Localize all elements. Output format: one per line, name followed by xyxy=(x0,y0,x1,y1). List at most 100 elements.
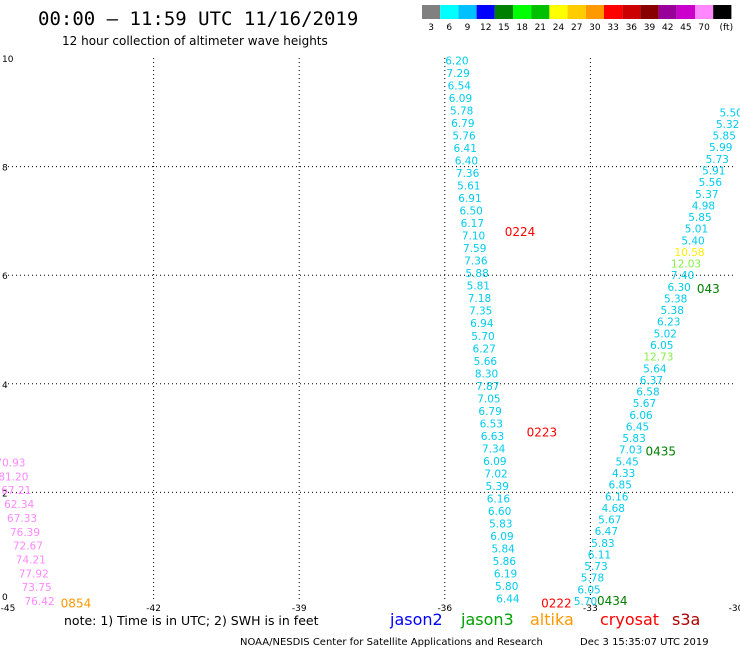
wave-height-value: 6.16 xyxy=(487,493,511,505)
pass-time-label: 0223 xyxy=(527,426,558,440)
wave-height-value: 5.80 xyxy=(495,581,518,593)
scale-label: 21 xyxy=(535,23,546,33)
scale-label: 18 xyxy=(516,23,528,33)
scale-swatch xyxy=(658,5,677,19)
wave-height-value: 6.06 xyxy=(629,410,653,422)
scale-swatch xyxy=(440,5,459,19)
scale-swatch xyxy=(713,5,732,19)
wave-height-value: 76.39 xyxy=(10,527,40,539)
scale-swatch xyxy=(531,5,550,19)
wave-height-value: 7.59 xyxy=(463,243,486,255)
scale-swatch xyxy=(476,5,495,19)
wave-height-value: 7.34 xyxy=(482,443,506,455)
wave-height-value: 73.75 xyxy=(22,582,52,594)
timestamp-text: Dec 3 15:35:07 UTC 2019 xyxy=(580,637,709,648)
page-title: 00:00 – 11:59 UTC 11/16/2019 xyxy=(38,8,358,30)
scale-swatch xyxy=(585,5,604,19)
wave-height-value: 67.21 xyxy=(1,485,31,497)
scale-swatch xyxy=(676,5,695,19)
wave-height-value: 6.79 xyxy=(451,118,474,130)
wave-height-value: 77.92 xyxy=(19,568,49,580)
wave-height-value: 6.41 xyxy=(454,143,477,155)
wave-height-value: 6.60 xyxy=(488,506,511,518)
scale-swatch xyxy=(695,5,714,19)
color-scale: 3 6 9 12 15 18 21 24 27 30 33 36 39 42 45 70 (ft) xyxy=(422,5,733,33)
scale-swatch xyxy=(549,5,568,19)
x-tick-label: -45 xyxy=(1,604,16,614)
wave-height-value: 6.09 xyxy=(490,531,513,543)
scale-label: 27 xyxy=(571,23,582,33)
legend-item-altika: altika xyxy=(530,610,574,629)
scale-label: 33 xyxy=(607,23,618,33)
scale-swatch xyxy=(604,5,623,19)
wave-height-value: 5.84 xyxy=(491,543,515,555)
wave-height-value: 12.73 xyxy=(643,352,673,364)
wave-height-value: 6.58 xyxy=(636,387,659,399)
scale-label: 36 xyxy=(626,23,638,33)
wave-height-value: 5.86 xyxy=(493,556,517,568)
wave-height-value: 5.91 xyxy=(702,165,725,177)
wave-height-value: 6.91 xyxy=(458,193,481,205)
wave-height-value: 81.20 xyxy=(0,471,28,483)
wave-height-value: 62.34 xyxy=(4,499,34,511)
wave-height-value: 7.87 xyxy=(476,381,499,393)
wave-height-value: 8.30 xyxy=(475,368,498,380)
scale-swatch xyxy=(567,5,586,19)
wave-height-value: 5.83 xyxy=(622,433,645,445)
x-tick-label: -36 xyxy=(437,604,452,614)
scale-swatch xyxy=(513,5,532,19)
y-tick-label: 6 xyxy=(2,272,8,282)
wave-height-value: 74.21 xyxy=(16,554,46,566)
scale-label: 15 xyxy=(498,23,509,33)
wave-height-value: 6.30 xyxy=(667,282,690,294)
wave-height-value: 5.70 xyxy=(471,331,494,343)
wave-height-value: 5.56 xyxy=(699,177,723,189)
wave-height-value: 6.94 xyxy=(470,318,494,330)
scale-swatch xyxy=(622,5,641,19)
wave-height-value: 67.33 xyxy=(7,513,37,525)
wave-height-value: 5.61 xyxy=(457,181,480,193)
scale-swatch xyxy=(494,5,513,19)
scale-label: 9 xyxy=(465,23,471,33)
wave-height-value: 6.79 xyxy=(478,406,501,418)
scale-label: (ft) xyxy=(720,23,734,33)
wave-height-value: 5.01 xyxy=(685,224,708,236)
scale-label: 24 xyxy=(553,23,565,33)
scale-swatch xyxy=(640,5,659,19)
wave-height-value: 5.02 xyxy=(654,328,677,340)
wave-height-value: 5.83 xyxy=(591,538,614,550)
y-tick-label: 8 xyxy=(2,164,8,174)
credit-text: NOAA/NESDIS Center for Satellite Applica… xyxy=(240,637,543,648)
wave-height-value: 7.18 xyxy=(468,293,491,305)
wave-height-value: 6.19 xyxy=(494,568,517,580)
scale-label: 70 xyxy=(698,23,710,33)
scale-swatch xyxy=(458,5,477,19)
wave-height-value: 6.40 xyxy=(455,156,478,168)
wave-height-value: 6.27 xyxy=(472,343,495,355)
wave-height-value: 6.50 xyxy=(459,206,482,218)
wave-height-value: 5.66 xyxy=(474,356,498,368)
scale-label: 6 xyxy=(446,23,452,33)
scale-label: 30 xyxy=(589,23,601,33)
wave-height-value: 5.38 xyxy=(664,293,687,305)
wave-height-value: 5.37 xyxy=(695,189,718,201)
wave-height-value: 7.10 xyxy=(462,231,485,243)
footnote: note: 1) Time is in UTC; 2) SWH is in fe… xyxy=(64,613,319,628)
scale-label: 42 xyxy=(662,23,673,33)
legend-item-s3a: s3a xyxy=(672,610,700,629)
pass-time-label: 0435 xyxy=(645,445,676,459)
wave-height-value: 6.23 xyxy=(657,317,680,329)
wave-height-value: 6.37 xyxy=(640,375,663,387)
wave-height-value: 6.45 xyxy=(626,421,649,433)
wave-height-value: 6.85 xyxy=(609,480,632,492)
wave-height-value: 5.67 xyxy=(633,398,656,410)
wave-height-value: 10.58 xyxy=(675,247,705,259)
wave-height-value: 4.33 xyxy=(612,468,635,480)
wave-height-value: 6.17 xyxy=(461,218,484,230)
wave-height-value: 5.85 xyxy=(713,131,736,143)
wave-height-value: 72.67 xyxy=(13,541,43,553)
pass-time-label: 0854 xyxy=(61,597,92,611)
wave-height-value: 6.05 xyxy=(650,340,673,352)
wave-height-value: 5.67 xyxy=(598,515,621,527)
wave-height-value: 7.36 xyxy=(464,256,488,268)
